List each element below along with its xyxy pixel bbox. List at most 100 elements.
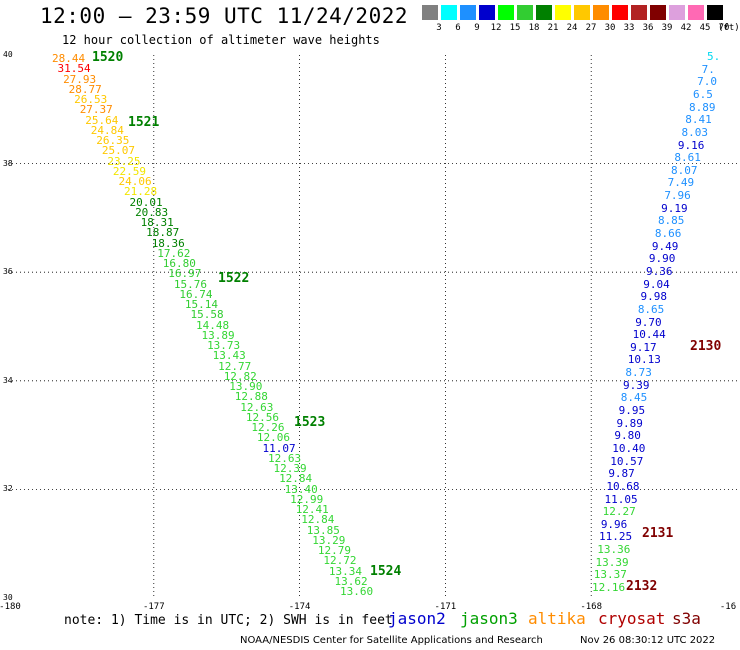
satellite-legend-s3a: s3a (672, 609, 701, 628)
wave-height-value: 13.40 (284, 482, 318, 496)
wave-height-value: 9.90 (648, 252, 676, 266)
wave-height-value: 12.63 (268, 451, 302, 465)
latitude-label: 30 (3, 593, 13, 602)
wave-height-value: 13.90 (229, 380, 263, 393)
wave-height-value: 15.58 (190, 308, 224, 322)
latitude-label: 32 (3, 484, 13, 494)
wave-height-value: 12.27 (602, 505, 636, 519)
wave-height-value: 8.66 (654, 227, 682, 240)
colorbar-unit: (ft) (718, 23, 740, 33)
wave-height-value: 10.44 (632, 328, 666, 342)
wave-height-value: 6.5 (693, 87, 713, 101)
wave-height-value: 9.16 (677, 138, 705, 152)
colorbar-label: 45 (699, 23, 711, 33)
wave-height-value: 12.84 (279, 472, 313, 486)
longitude-label: -177 (142, 602, 165, 612)
wave-height-value: 27.93 (63, 72, 97, 86)
wave-height-value: 11.25 (599, 530, 633, 544)
longitude-label: -171 (434, 602, 457, 612)
colorbar-swatch (460, 5, 476, 20)
wave-height-value: 12.88 (234, 390, 268, 404)
colorbar-label: 70 (718, 23, 730, 33)
wave-height-value: 13.73 (207, 339, 241, 352)
wave-height-value: 15.76 (173, 277, 207, 291)
colorbar-label: 21 (547, 23, 559, 33)
colorbar-label: 18 (528, 23, 540, 33)
wave-height-value: 8.89 (689, 100, 716, 114)
wave-height-value: 8.07 (670, 163, 698, 177)
wave-height-value: 9.89 (616, 416, 643, 430)
wave-height-value: 16.74 (179, 287, 213, 301)
wave-height-value: 28.44 (52, 52, 86, 65)
wave-height-value: 26.53 (74, 93, 108, 106)
wave-height-value: 13.29 (312, 533, 346, 547)
wave-height-value: 21.28 (124, 185, 158, 199)
wave-height-value: 10.68 (606, 479, 640, 493)
wave-height-value: 27.37 (79, 103, 113, 117)
wave-height-value: 11.07 (262, 441, 296, 455)
colorbar-swatch (593, 5, 609, 20)
colorbar-label: 12 (490, 23, 502, 33)
page-title: 12:00 — 23:59 UTC 11/24/2022 (40, 4, 409, 28)
wave-height-value: 26.35 (96, 134, 130, 147)
wave-height-value: 8.85 (657, 214, 685, 228)
wave-height-value: 8.65 (637, 302, 665, 316)
generation-timestamp: Nov 26 08:30:12 UTC 2022 (580, 635, 716, 646)
wave-height-value: 9.70 (635, 315, 662, 329)
wave-height-value: 9.87 (608, 467, 635, 481)
wave-height-value: 8.61 (674, 151, 701, 165)
wave-height-value: 12.79 (317, 544, 351, 557)
pass-number-label: 1524 (370, 564, 402, 579)
wave-height-value: 24.06 (118, 175, 152, 188)
longitude-label: -168 (580, 602, 603, 612)
wave-height-value: 24.84 (90, 123, 124, 137)
wave-height-value: 13.43 (212, 349, 246, 363)
wave-height-value: 7.96 (664, 189, 691, 203)
wave-height-value: 7.49 (667, 176, 695, 190)
colorbar-swatch (688, 5, 704, 20)
colorbar-swatch (574, 5, 590, 20)
latitude-label: 40 (3, 50, 13, 59)
colorbar-swatch (479, 5, 495, 20)
wave-height-value: 10.40 (612, 441, 646, 455)
colorbar-swatch (650, 5, 666, 20)
wave-height-value: 7.0 (697, 75, 718, 89)
wave-height-value: 18.31 (140, 216, 174, 229)
wave-height-value: 9.96 (600, 517, 628, 531)
wave-height-value: 10.57 (610, 454, 644, 468)
wave-height-value: 20.83 (135, 205, 169, 219)
wave-height-value: 16.80 (162, 257, 196, 270)
wave-height-value: 12.56 (245, 410, 279, 424)
wave-height-value: 8.73 (625, 366, 652, 380)
latitude-label: 36 (3, 267, 13, 277)
wave-height-value: 13.34 (328, 564, 363, 578)
wave-height-value: 13.60 (340, 585, 374, 598)
wave-height-value: 12.63 (240, 400, 274, 414)
wave-height-value: 9.36 (646, 264, 673, 278)
wave-height-value: 25.07 (101, 144, 135, 158)
wave-height-value: 12.77 (218, 359, 252, 373)
wave-height-value: 12.41 (295, 503, 329, 516)
satellite-legend-altika: altika (528, 609, 586, 628)
wave-height-value: 13.36 (597, 543, 631, 557)
wave-height-value: 9.95 (618, 404, 646, 417)
wave-height-value: 12.72 (323, 554, 357, 568)
pass-number-label: 1520 (92, 50, 124, 65)
colorbar-swatch (536, 5, 552, 20)
colorbar-label: 15 (509, 23, 521, 33)
wave-height-value: 15.14 (184, 298, 219, 311)
wave-height-value: 28.77 (68, 82, 102, 96)
colorbar-swatch (631, 5, 647, 20)
wave-height-value: 12.39 (273, 462, 307, 475)
colorbar-label: 27 (585, 23, 597, 33)
colorbar-label: 36 (642, 23, 654, 33)
pass-number-label: 2130 (690, 339, 722, 354)
wave-height-value: 9.80 (614, 429, 641, 443)
colorbar-swatch (422, 5, 438, 20)
wave-height-value: 10.13 (627, 353, 661, 367)
credit-text: NOAA/NESDIS Center for Satellite Applica… (240, 635, 543, 646)
pass-number-label: 1522 (218, 271, 250, 286)
satellite-legend-cryosat: cryosat (598, 609, 666, 628)
pass-number-label: 1521 (128, 115, 160, 130)
